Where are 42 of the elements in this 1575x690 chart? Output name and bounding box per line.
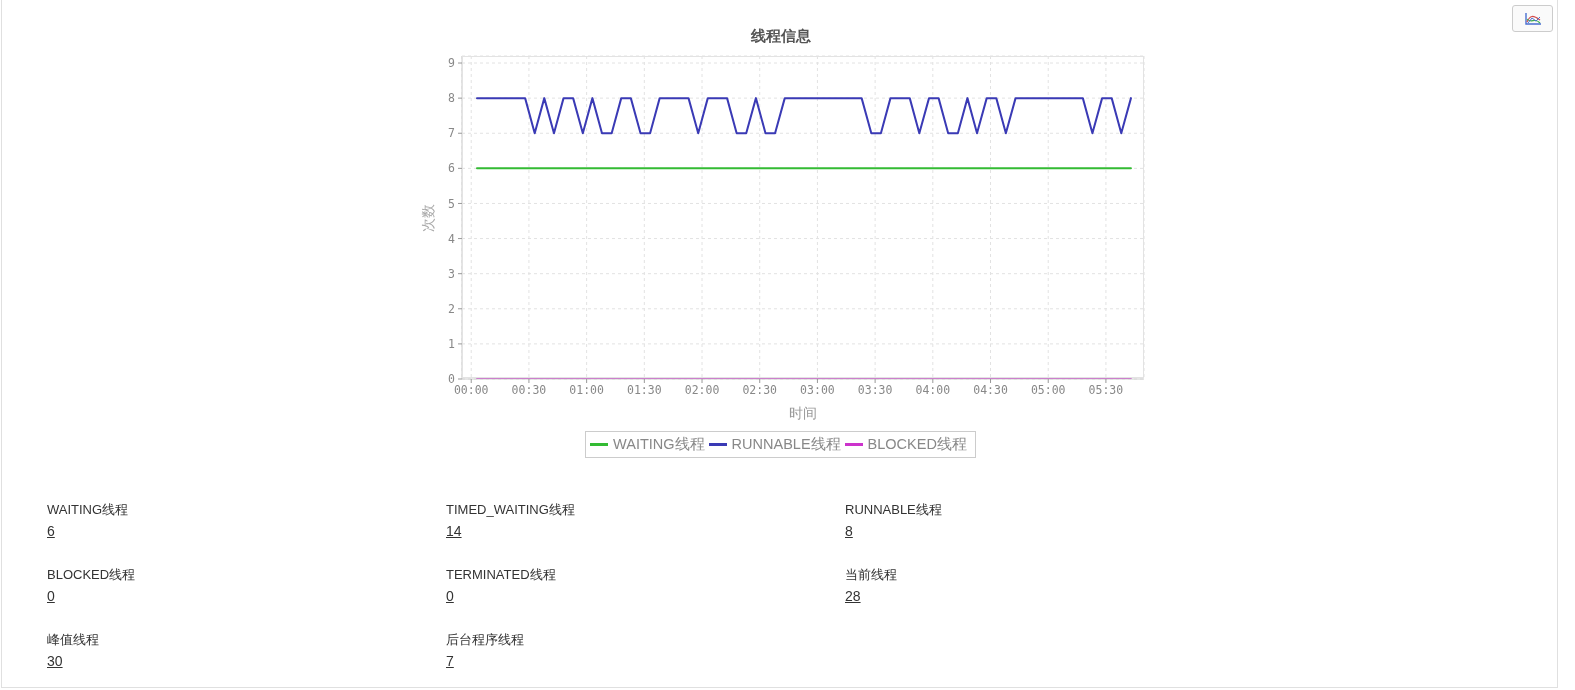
legend-label: RUNNABLE线程 [731, 435, 841, 454]
x-axis-title: 时间 [789, 405, 817, 421]
category-label: BLOCKED线程 [47, 567, 136, 582]
y-tick-label: 9 [448, 56, 456, 71]
legend-label: BLOCKED线程 [867, 435, 967, 454]
data-label: 0 [47, 588, 55, 604]
chart-title: 线程信息 [751, 27, 811, 44]
data-label: 6 [47, 523, 55, 539]
y-tick-label: 0 [448, 372, 456, 387]
y-tick-label: 8 [448, 91, 456, 106]
data-label: 30 [47, 653, 63, 669]
y-axis-title: 次数 [420, 203, 436, 232]
category-label: TERMINATED线程 [446, 567, 556, 582]
category-label: WAITING线程 [47, 502, 129, 517]
x-tick-label: 04:00 [915, 383, 951, 398]
legend-label: WAITING线程 [613, 435, 705, 454]
category-label: RUNNABLE线程 [845, 502, 942, 517]
category-label: 当前线程 [845, 567, 897, 582]
y-tick-label: 5 [448, 196, 455, 211]
y-tick-label: 3 [448, 266, 456, 281]
x-tick-label: 02:00 [684, 383, 720, 398]
y-tick-label: 6 [448, 161, 456, 176]
y-tick-label: 4 [448, 231, 456, 246]
x-tick-label: 01:30 [627, 383, 662, 398]
x-tick-label: 04:30 [973, 383, 1008, 398]
data-label: 28 [845, 588, 861, 604]
data-label: 8 [845, 523, 853, 539]
x-tick-label: 03:00 [800, 383, 835, 398]
x-tick-label: 00:30 [511, 383, 547, 398]
category-label: 峰值线程 [47, 632, 99, 647]
x-tick-label: 00:00 [453, 383, 489, 398]
x-tick-label: 05:00 [1030, 383, 1066, 398]
y-tick-label: 2 [448, 301, 455, 316]
category-label: TIMED_WAITING线程 [446, 502, 575, 517]
data-label: 14 [446, 523, 462, 539]
y-tick-label: 7 [448, 126, 456, 141]
x-tick-label: 05:30 [1088, 383, 1124, 398]
x-tick-label: 01:00 [569, 383, 605, 398]
x-tick-label: 03:30 [857, 383, 893, 398]
x-tick-label: 02:30 [742, 383, 778, 398]
category-label: 后台程序线程 [446, 632, 524, 647]
y-tick-label: 1 [448, 336, 456, 351]
